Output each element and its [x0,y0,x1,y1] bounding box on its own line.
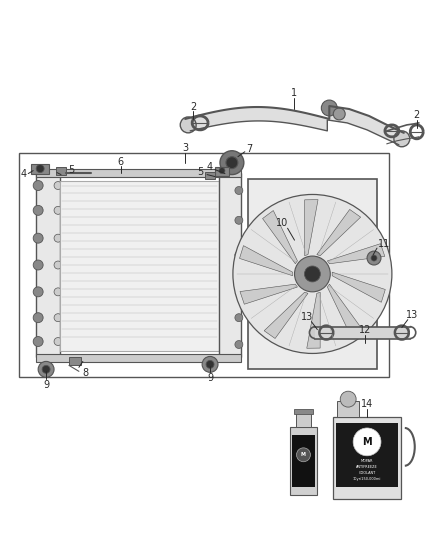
Bar [215,167,229,175]
Circle shape [33,313,43,322]
Circle shape [180,117,196,133]
Circle shape [54,261,62,269]
Circle shape [42,365,50,373]
Bar [293,409,314,414]
Text: 5: 5 [68,165,74,175]
Text: M: M [301,453,306,457]
Text: 3: 3 [182,143,188,153]
Polygon shape [240,284,297,304]
Bar [60,181,219,351]
Circle shape [353,428,381,456]
Circle shape [33,260,43,270]
Text: 12: 12 [359,325,371,335]
Text: M: M [362,437,372,447]
Text: 6: 6 [117,157,124,167]
Bar [31,164,49,174]
Text: COOLANT: COOLANT [358,471,376,475]
Bar [292,435,315,487]
Text: 11: 11 [378,239,390,249]
Text: 5: 5 [197,167,203,176]
Polygon shape [327,244,385,264]
Text: 13: 13 [406,310,418,320]
Circle shape [235,216,243,224]
Circle shape [54,314,62,321]
Bar [315,327,410,338]
Text: 2: 2 [190,102,196,112]
Bar [19,153,389,377]
Bar [219,173,241,358]
Polygon shape [240,246,293,276]
Bar [205,172,215,179]
Text: 4: 4 [207,161,213,172]
Circle shape [36,165,44,173]
Circle shape [54,288,62,296]
Bar [337,401,359,417]
Circle shape [233,195,392,353]
Bar [333,417,401,498]
Text: 10: 10 [276,219,288,228]
Circle shape [33,205,43,215]
Circle shape [321,100,337,116]
Polygon shape [185,106,404,145]
Circle shape [38,361,54,377]
Polygon shape [307,292,320,348]
Circle shape [394,131,410,147]
Circle shape [235,341,243,349]
Circle shape [33,336,43,346]
Circle shape [235,187,243,195]
Text: 9: 9 [43,380,49,390]
Bar [248,179,377,369]
Text: 10yr/150,000mi: 10yr/150,000mi [353,477,381,481]
Circle shape [367,251,381,265]
Bar [290,427,318,495]
Polygon shape [332,272,385,302]
Circle shape [33,233,43,243]
Circle shape [54,337,62,345]
Circle shape [235,281,243,289]
Circle shape [202,357,218,373]
Circle shape [371,255,377,261]
Circle shape [54,206,62,214]
Circle shape [219,168,225,174]
Bar [336,423,398,487]
Circle shape [340,391,356,407]
Polygon shape [264,292,308,338]
Bar [296,413,311,427]
Polygon shape [262,211,297,264]
Polygon shape [317,209,360,256]
Circle shape [226,157,238,168]
Bar [69,358,81,365]
Text: 4: 4 [20,168,26,179]
Text: 14: 14 [361,399,373,409]
Circle shape [333,108,345,120]
Text: 13: 13 [301,312,314,322]
Circle shape [33,181,43,190]
Circle shape [54,234,62,242]
Circle shape [206,360,214,368]
Circle shape [235,314,243,321]
Polygon shape [327,284,362,337]
Circle shape [33,287,43,297]
Text: 1: 1 [290,88,297,98]
Text: 7: 7 [247,144,253,154]
Circle shape [220,151,244,175]
Bar [36,173,60,358]
Circle shape [294,256,330,292]
Bar [56,167,66,175]
Text: 2: 2 [413,110,420,120]
Text: ANTIFREEZE: ANTIFREEZE [356,465,378,469]
Circle shape [54,182,62,190]
Text: MOPAR: MOPAR [361,459,373,463]
Bar [36,168,241,176]
Text: 9: 9 [207,373,213,383]
Polygon shape [304,200,318,256]
Circle shape [304,266,320,282]
Circle shape [297,448,311,462]
Circle shape [235,251,243,259]
Text: 8: 8 [83,368,89,378]
Bar [36,354,241,362]
